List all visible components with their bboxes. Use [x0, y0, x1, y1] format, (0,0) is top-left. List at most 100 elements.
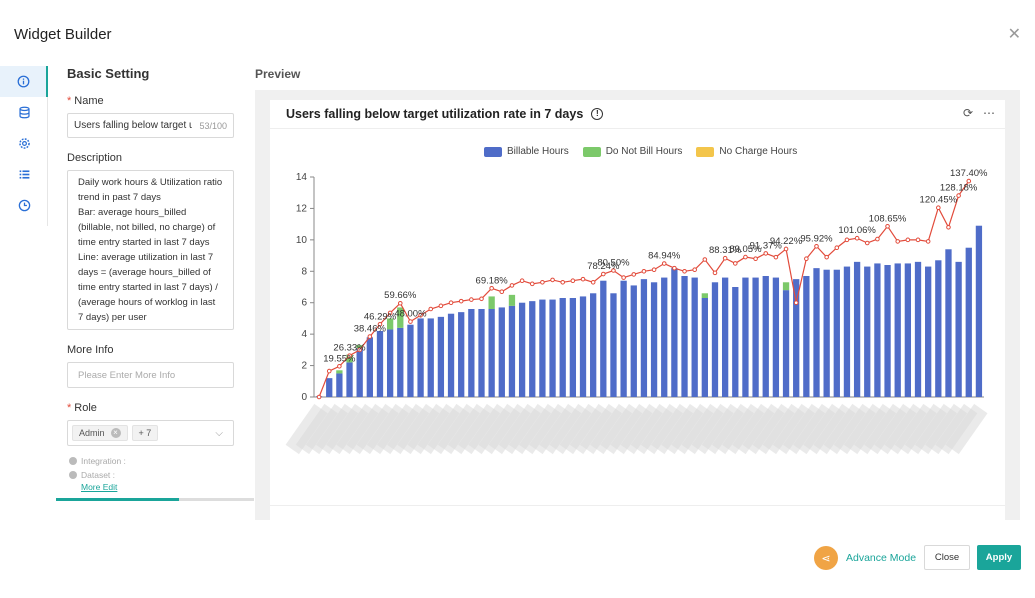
bar-billable: [884, 265, 891, 397]
bar-billable: [853, 261, 861, 397]
info-icon[interactable]: [0, 66, 48, 97]
utilization-point: [722, 255, 728, 261]
chart-card: Users falling below target utilization r…: [270, 100, 1005, 520]
bar-billable: [732, 287, 739, 397]
bar-billable: [437, 316, 445, 397]
utilization-point: [540, 279, 545, 285]
x-tick-label-blurred: [945, 403, 988, 455]
utilization-point: [925, 239, 931, 244]
clock-icon[interactable]: [0, 190, 48, 221]
info-icon[interactable]: !: [591, 108, 604, 120]
utilization-point: [469, 297, 474, 302]
more-edit-link[interactable]: More Edit: [81, 482, 118, 492]
gear-icon[interactable]: [0, 128, 48, 159]
more-info-input[interactable]: Please Enter More Info: [67, 362, 234, 388]
bar-billable: [975, 225, 983, 397]
bar-billable: [742, 277, 749, 397]
bar-billable: [721, 277, 729, 397]
bar-billable: [407, 324, 414, 397]
apply-button[interactable]: Apply: [977, 545, 1021, 570]
divider: [270, 128, 1005, 129]
bar-billable: [671, 268, 678, 397]
utilization-point: [438, 303, 444, 309]
more-icon[interactable]: ⋯: [983, 106, 995, 120]
dataset-info: Dataset :: [69, 468, 256, 482]
utilization-point: [550, 277, 555, 283]
close-button[interactable]: Close: [924, 545, 970, 570]
bar-billable: [793, 279, 800, 397]
utilization-point: [428, 306, 434, 312]
utilization-point: [905, 237, 911, 243]
refresh-icon[interactable]: ⟳: [962, 106, 973, 120]
bar-billable: [620, 280, 627, 397]
utilization-point: [885, 223, 890, 229]
data-label: 108.65%: [869, 213, 907, 224]
data-label: 48.00%: [394, 309, 427, 320]
utilization-point: [783, 246, 789, 252]
legend-do-not-bill[interactable]: Do Not Bill Hours: [582, 146, 682, 157]
bar-billable: [904, 263, 912, 397]
utilization-point: [763, 251, 769, 256]
name-char-count: 53/100: [199, 120, 227, 131]
utilization-point: [956, 193, 961, 198]
bar-billable: [508, 305, 516, 397]
list-icon[interactable]: [0, 159, 48, 190]
progress-bar: [56, 498, 254, 501]
bar-billable: [498, 307, 505, 397]
utilization-point: [580, 276, 586, 282]
bar-billable: [386, 329, 394, 397]
bar-billable: [874, 263, 881, 397]
bar-billable: [366, 337, 373, 397]
utilization-point: [661, 261, 667, 266]
name-input[interactable]: Users falling below target utilization r…: [67, 113, 234, 138]
description-textarea[interactable]: Daily work hours & Utilization ratio tre…: [67, 170, 234, 330]
advance-mode-button[interactable]: ⋖ Advance Mode: [814, 546, 916, 570]
role-more-tag: + 7: [131, 425, 159, 441]
utilization-point: [509, 283, 515, 288]
bar-billable: [772, 277, 780, 397]
bar-billable: [762, 276, 769, 397]
bar-do-not-bill: [397, 307, 404, 328]
utilization-point: [458, 298, 464, 304]
database-icon[interactable]: [0, 97, 48, 128]
data-label: 19.55%: [323, 353, 356, 364]
utilization-point: [854, 235, 860, 241]
data-label: 94.22%: [770, 236, 803, 247]
utilization-point: [702, 257, 708, 262]
role-tag-admin[interactable]: Admin ×: [72, 425, 128, 441]
legend-swatch: [696, 146, 715, 157]
y-tick-label: 10: [296, 235, 308, 246]
utilization-point: [875, 236, 880, 242]
utilization-point: [824, 254, 829, 260]
legend-billable[interactable]: Billable Hours: [484, 146, 569, 157]
chevron-down-icon[interactable]: ⌵: [215, 427, 223, 439]
tag-remove-icon[interactable]: ×: [110, 428, 121, 438]
legend-no-charge[interactable]: No Charge Hours: [696, 146, 797, 157]
bar-billable: [640, 279, 648, 397]
chart-tools: ⟳ ⋯: [963, 106, 995, 120]
data-label: 88.31%: [709, 245, 742, 256]
more-info-label: More Info: [67, 344, 114, 356]
bar-line-chart: 0 2 4 6 8 10 12 14 19.55%26.33% 38.46% 46.29%48.00…: [285, 168, 988, 455]
y-tick-label: 8: [301, 266, 307, 277]
utilization-point: [357, 347, 362, 353]
chart-title: Users falling below target utilization r…: [286, 107, 604, 121]
utilization-point: [672, 265, 677, 271]
progress-fill: [56, 498, 179, 501]
utilization-point: [397, 300, 403, 306]
sidebar-rail: [0, 66, 48, 226]
bar-billable: [590, 293, 597, 397]
bar-billable: [559, 298, 566, 397]
bar-billable: [447, 313, 455, 397]
bar-billable: [579, 296, 587, 397]
role-select[interactable]: Admin × + 7 ⌵: [67, 420, 234, 446]
bar-billable: [336, 373, 343, 397]
y-tick-label: 12: [296, 203, 308, 214]
data-label: 128.18%: [940, 183, 978, 194]
bar-billable: [600, 280, 607, 397]
close-icon[interactable]: ✕: [1007, 26, 1021, 43]
utilization-point: [834, 245, 840, 251]
utilization-point: [641, 268, 647, 274]
bar-billable: [955, 261, 962, 397]
bar-billable: [630, 285, 637, 397]
